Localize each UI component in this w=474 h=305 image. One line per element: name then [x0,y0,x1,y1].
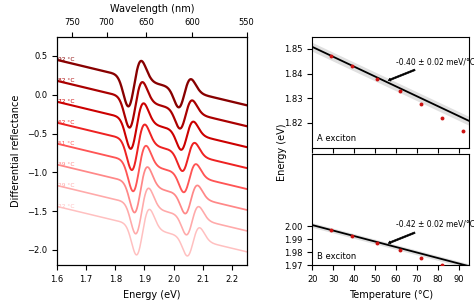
X-axis label: Wavelength (nm): Wavelength (nm) [109,4,194,14]
Text: -0.40 ± 0.02 meV/°C: -0.40 ± 0.02 meV/°C [388,57,474,81]
Text: 51 °C: 51 °C [58,141,75,146]
Text: Energy (eV): Energy (eV) [277,124,287,181]
X-axis label: Energy (eV): Energy (eV) [123,290,181,300]
Text: 82 °C: 82 °C [58,78,75,83]
Text: 92 °C: 92 °C [58,57,75,62]
Text: A exciton: A exciton [317,134,356,143]
Text: B exciton: B exciton [317,252,356,261]
Text: 62 °C: 62 °C [58,120,75,125]
Text: 29 °C: 29 °C [58,183,75,188]
X-axis label: Temperature (°C): Temperature (°C) [349,290,433,300]
Y-axis label: Differential reflectance: Differential reflectance [11,95,21,207]
Text: 39 °C: 39 °C [58,162,75,167]
Text: -0.42 ± 0.02 meV/°C: -0.42 ± 0.02 meV/°C [388,220,474,244]
Text: 22 °C: 22 °C [58,204,75,209]
Text: 72 °C: 72 °C [58,99,75,104]
